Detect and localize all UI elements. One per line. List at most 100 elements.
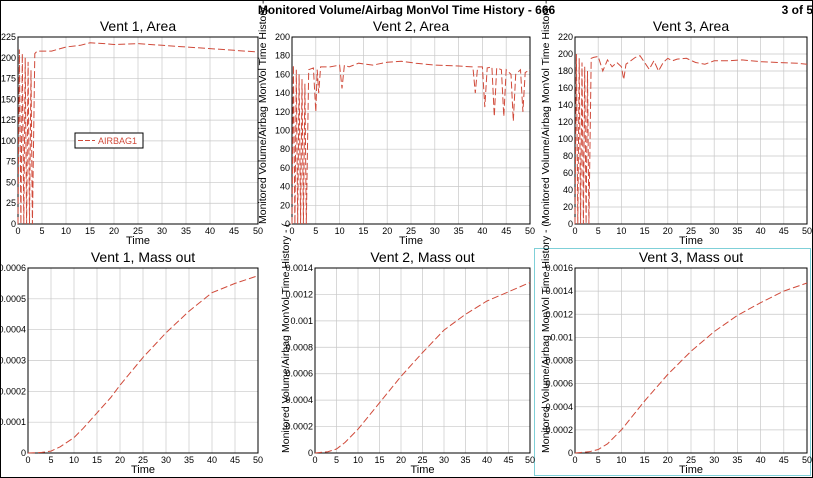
x-tick-label: 15 [85,226,95,236]
y-tick-label: 160 [558,83,573,93]
chart-3: Vent 3, Area 0 5 10 15 20 25 30 35 40 45 50 0 20 40 60 8… [540,0,812,247]
y-tick-label: 0.0008 [285,342,313,352]
x-tick-label: 45 [230,455,240,465]
y-tick-label: 0.0004 [545,402,573,412]
x-tick-label: 10 [69,455,79,465]
x-tick-label: 10 [616,226,626,236]
x-tick-label: 40 [756,226,766,236]
x-tick-label: 40 [205,226,215,236]
y-tick-label: 160 [275,69,290,79]
plot-border [17,36,259,225]
y-tick-label: 0 [11,219,16,229]
y-tick-label: 200 [558,49,573,59]
y-tick-label: 125 [1,115,16,125]
x-tick-label: 25 [406,226,416,236]
series-line [17,42,259,225]
x-tick-label: 30 [709,226,719,236]
y-tick-label: 100 [275,126,290,136]
plot-border [574,267,808,454]
y-tick-label: 0 [568,219,573,229]
y-tick-label: 120 [275,107,290,117]
x-tick-label: 0 [25,455,30,465]
x-tick-label: 50 [802,455,812,465]
y-tick-label: 0 [308,448,313,458]
x-tick-label: 50 [253,455,263,465]
x-axis-label: Time [410,464,434,476]
y-tick-label: 0.0006 [285,369,313,379]
series-line [27,275,259,454]
y-axis-label: Monitored Volume/Airbag MonVol Time Hist… [280,223,292,453]
legend: AIRBAG1 [74,132,144,149]
y-tick-label: 225 [1,32,16,42]
y-tick-label: 0.0004 [0,325,26,335]
x-tick-label: 40 [756,455,766,465]
x-tick-label: 0 [15,226,20,236]
y-tick-label: 200 [275,32,290,42]
page-indicator: 3 of 5 [781,3,813,17]
y-tick-label: 0.0005 [0,294,26,304]
page-title: Monitored Volume/Airbag MonVol Time Hist… [257,3,556,17]
x-tick-label: 45 [503,455,513,465]
x-tick-label: 15 [640,455,650,465]
x-tick-label: 30 [161,455,171,465]
y-tick-label: 20 [280,200,290,210]
y-tick-label: 0.0002 [285,422,313,432]
x-tick-label: 35 [181,226,191,236]
x-tick-label: 5 [596,455,601,465]
x-tick-label: 5 [39,226,44,236]
y-tick-label: 120 [558,117,573,127]
x-tick-label: 5 [313,226,318,236]
active-window-border[interactable] [534,248,811,476]
y-tick-label: 20 [563,202,573,212]
x-tick-label: 5 [334,455,339,465]
x-tick-label: 20 [115,455,125,465]
y-tick-label: 80 [280,144,290,154]
x-tick-label: 0 [312,455,317,465]
y-tick-label: 0 [21,448,26,458]
x-axis-label: Time [131,464,155,476]
series-line [291,60,531,225]
series-line [314,282,531,454]
x-tick-label: 0 [572,455,577,465]
chart-title: Vent 3, Mass out [639,249,743,265]
x-tick-label: 0 [572,226,577,236]
y-tick-label: 150 [1,94,16,104]
x-tick-label: 30 [709,455,719,465]
x-tick-label: 0 [289,226,294,236]
x-tick-label: 45 [779,455,789,465]
x-tick-label: 20 [663,226,673,236]
x-tick-label: 10 [616,455,626,465]
series-line [574,282,808,454]
y-tick-label: 0.0002 [545,425,573,435]
x-tick-label: 40 [207,455,217,465]
x-tick-label: 20 [396,455,406,465]
y-tick-label: 0.0012 [285,289,313,299]
chart-title: Vent 2, Mass out [370,249,474,265]
x-tick-label: 20 [109,226,119,236]
y-tick-label: 220 [558,32,573,42]
y-tick-label: 0 [285,219,290,229]
x-tick-label: 45 [779,226,789,236]
y-tick-label: 0.0014 [545,286,573,296]
x-tick-label: 50 [253,226,263,236]
x-tick-label: 5 [596,226,601,236]
legend-entry: AIRBAG1 [98,136,137,146]
x-tick-label: 50 [525,455,535,465]
legend-box [74,132,144,149]
y-tick-label: 140 [275,88,290,98]
x-tick-label: 35 [460,455,470,465]
y-tick-label: 175 [1,74,16,84]
chart-title: Vent 1, Area [100,18,176,34]
x-tick-label: 30 [430,226,440,236]
x-tick-label: 35 [184,455,194,465]
x-tick-label: 35 [454,226,464,236]
y-tick-label: 0.0006 [0,263,26,273]
y-tick-label: 0.0008 [545,356,573,366]
chart-2: Vent 2, Area 0 5 10 15 20 25 30 35 40 45 50 0 20 40 60 8… [257,0,535,247]
x-tick-label: 10 [353,455,363,465]
plot-border [27,267,259,454]
x-tick-label: 15 [92,455,102,465]
y-tick-label: 60 [563,168,573,178]
